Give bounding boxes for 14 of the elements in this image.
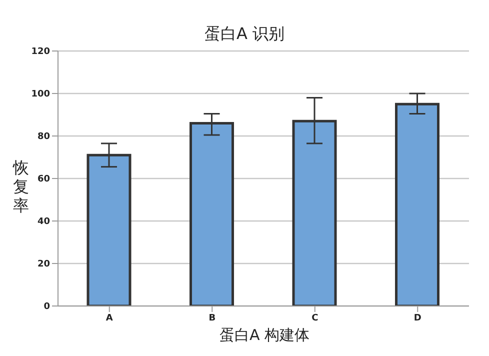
- y-tick-label: 80: [37, 132, 50, 142]
- x-tick-label: B: [208, 313, 216, 324]
- x-axis-title: 蛋白A 构建体: [218, 326, 311, 345]
- y-tick-label: 20: [37, 260, 50, 270]
- y-tick-label: 0: [44, 302, 50, 312]
- y-axis-title: 恢复率: [12, 158, 30, 215]
- y-tick-label: 100: [31, 90, 50, 100]
- y-tick-label: 40: [37, 217, 50, 228]
- chart-title: 蛋白A 识别: [203, 24, 286, 45]
- x-tick-label: D: [414, 313, 422, 324]
- x-tick-label: C: [312, 313, 319, 324]
- x-tick-label: A: [106, 313, 113, 324]
- y-tick-label: 120: [31, 47, 50, 58]
- y-tick-label: 60: [37, 174, 50, 185]
